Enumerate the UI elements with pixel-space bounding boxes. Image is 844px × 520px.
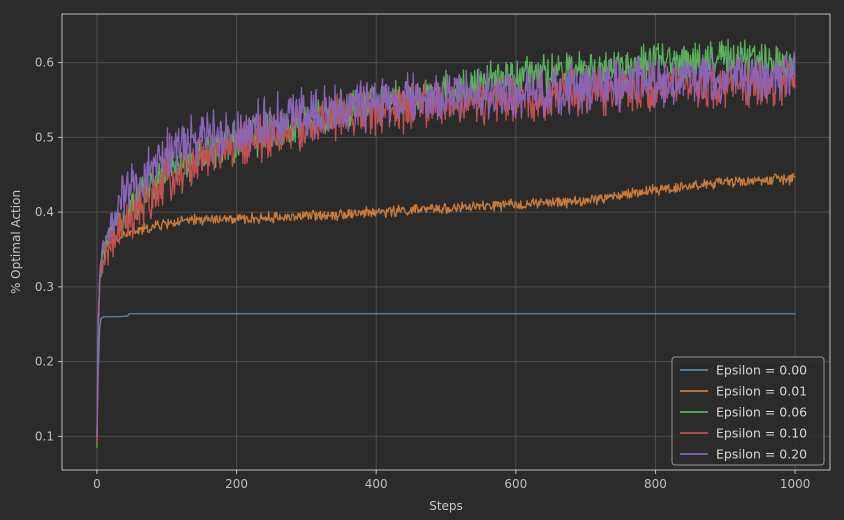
x-axis-label: Steps — [429, 499, 463, 513]
series-layer — [96, 38, 796, 448]
x-axis-ticks: 0 200 400 600 800 1000 — [93, 470, 810, 491]
series-line-2 — [96, 38, 796, 448]
y-tick-label: 0.5 — [35, 130, 54, 144]
y-tick-label: 0.6 — [35, 56, 54, 70]
y-axis-ticks: 0.1 0.2 0.3 0.4 0.5 0.6 — [35, 56, 62, 443]
legend-label: Epsilon = 0.10 — [716, 426, 807, 441]
y-tick-label: 0.2 — [35, 355, 54, 369]
legend-label: Epsilon = 0.01 — [716, 384, 807, 399]
x-tick-label: 400 — [365, 477, 388, 491]
x-tick-label: 200 — [225, 477, 248, 491]
y-tick-label: 0.4 — [35, 205, 54, 219]
legend-label: Epsilon = 0.06 — [716, 405, 807, 420]
x-tick-label: 0 — [93, 477, 101, 491]
y-tick-label: 0.3 — [35, 280, 54, 294]
x-tick-label: 800 — [644, 477, 667, 491]
plot-frame — [61, 13, 831, 471]
legend-box — [671, 356, 825, 466]
legend: Epsilon = 0.00 Epsilon = 0.01 Epsilon = 0.… — [671, 356, 825, 466]
x-tick-label: 1000 — [780, 477, 811, 491]
x-tick-label: 600 — [504, 477, 527, 491]
y-axis-label: % Optimal Action — [9, 190, 23, 294]
legend-label: Epsilon = 0.20 — [716, 447, 807, 462]
series-line-4 — [96, 51, 796, 437]
y-tick-label: 0.1 — [35, 429, 54, 443]
series-line-0 — [96, 313, 796, 437]
legend-label: Epsilon = 0.00 — [716, 363, 807, 378]
series-line-1 — [96, 172, 796, 444]
